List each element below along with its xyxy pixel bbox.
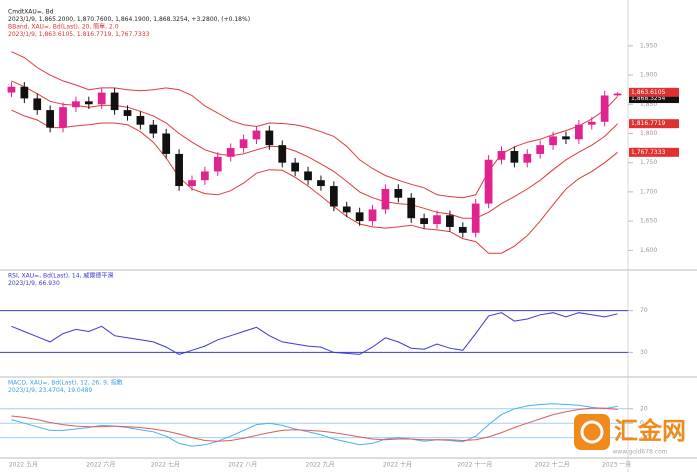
y-tick-label: -20 [640,434,650,441]
candle-body [7,86,16,93]
x-tick-label: 2023 一月 [602,462,631,469]
candle-body [149,124,158,134]
candle-body [355,212,364,222]
y-tick-label: 20 [640,405,648,412]
candle-body [59,107,67,128]
candle-body [304,171,312,181]
candle-body [72,101,80,108]
candle-body [252,130,261,140]
y-tick-label: 1,800 [640,130,657,137]
candle-body [381,188,390,210]
logo [574,414,610,450]
price-tag [629,147,679,157]
y-tick-label: 1,900 [640,72,657,79]
y-tick-label: 1,700 [640,188,657,195]
x-tick-label: 2022 十月 [383,461,412,469]
candle-body [407,197,416,219]
candle-body [510,151,519,163]
candle-body [136,115,145,125]
y-tick-label: 0 [640,420,644,427]
watermark-url: www.gold678.com [612,449,667,456]
x-tick-label: 2022 七月 [151,461,180,469]
price-tag-label: 1,816.7719 [631,120,666,127]
candle-body [278,145,287,163]
candle-body [226,148,235,157]
y-tick-label: 1,600 [640,247,657,254]
candle-body [587,121,596,125]
legend-text: 2023/1/9, 66.930 [8,280,60,287]
x-tick-label: 2022 五月 [9,462,38,469]
candle-body [574,124,583,140]
candle-body [471,203,480,233]
candle-body [368,209,377,222]
series-line [11,407,618,442]
candle-body [188,180,196,187]
candle-body [600,95,609,122]
x-tick-label: 2022 十二月 [535,461,570,469]
candle-body [420,218,428,225]
candle-body [239,139,248,149]
candle-body [201,171,209,181]
candle-body [265,130,274,146]
candle-body [110,92,119,111]
band-lower [11,109,618,254]
y-tick-label: 1,750 [640,159,657,166]
candle-body [291,162,300,172]
candle-body [562,136,570,140]
candle-body [329,186,338,207]
candle-body [33,98,42,111]
candle-body [484,159,493,204]
price-tag [629,94,679,104]
price-tag-label: 1,767.7333 [631,149,666,156]
watermark-name: 汇金网 [614,417,686,445]
x-tick-label: 2022 八月 [228,462,257,469]
y-tick-label: 30 [640,349,648,356]
legend-text: 2023/1/9, 1,865.2000, 1,870.7600, 1,864.… [8,16,250,23]
candle-body [317,180,325,187]
price-tag-label: 1,868.3254 [631,95,666,102]
legend-text: 2023/1/9, 1,863.6105, 1,816.7719, 1,767.… [8,31,150,38]
candle-body [523,153,532,163]
candle-body [342,206,351,213]
y-tick-label: 70 [640,307,648,314]
candle-body [84,101,93,105]
candle-body [213,156,222,172]
candle-body [46,110,55,128]
candle-body [549,136,557,146]
candle-body [175,153,183,187]
legend-text: BBand, XAU=, Bd(Last), 20, 簡單, 2.0 [8,23,119,31]
series-line [11,312,618,355]
candle-body [536,145,545,154]
legend-text: 2023/1/9, 23.4704, 19.0489 [8,387,92,394]
x-tick-label: 2022 十一月 [457,461,492,469]
candle-body [446,215,454,227]
candle-body [613,93,622,96]
price-tag [629,87,679,97]
logo-mark [580,420,604,444]
band-upper [11,51,618,199]
candle-body [20,86,29,99]
x-tick-label: 2022 九月 [305,461,334,469]
candle-body [123,110,132,116]
price-tag [629,119,679,129]
candle-body [458,226,467,233]
candle-body [162,133,171,154]
x-tick-label: 2022 六月 [86,461,115,469]
legend-text: MACD, XAU=, Bd(Last), 12, 26, 9, 指數 [8,379,123,387]
y-tick-label: 1,650 [640,218,657,225]
legend-text: CmdtXAU=, Bd [8,9,54,16]
candle-body [497,151,506,160]
candle-body [394,188,403,198]
y-tick-label: 1,850 [640,101,657,108]
y-tick-label: 1,950 [640,42,657,49]
candle-body [433,215,441,225]
candle-body [97,92,106,105]
legend-text: RSI, XAU=, Bd(Last), 14, 威爾德平滑 [8,272,113,280]
watermark: 汇金网 www.gold678.com [574,414,686,456]
price-tag-label: 1,863.6105 [631,89,666,96]
